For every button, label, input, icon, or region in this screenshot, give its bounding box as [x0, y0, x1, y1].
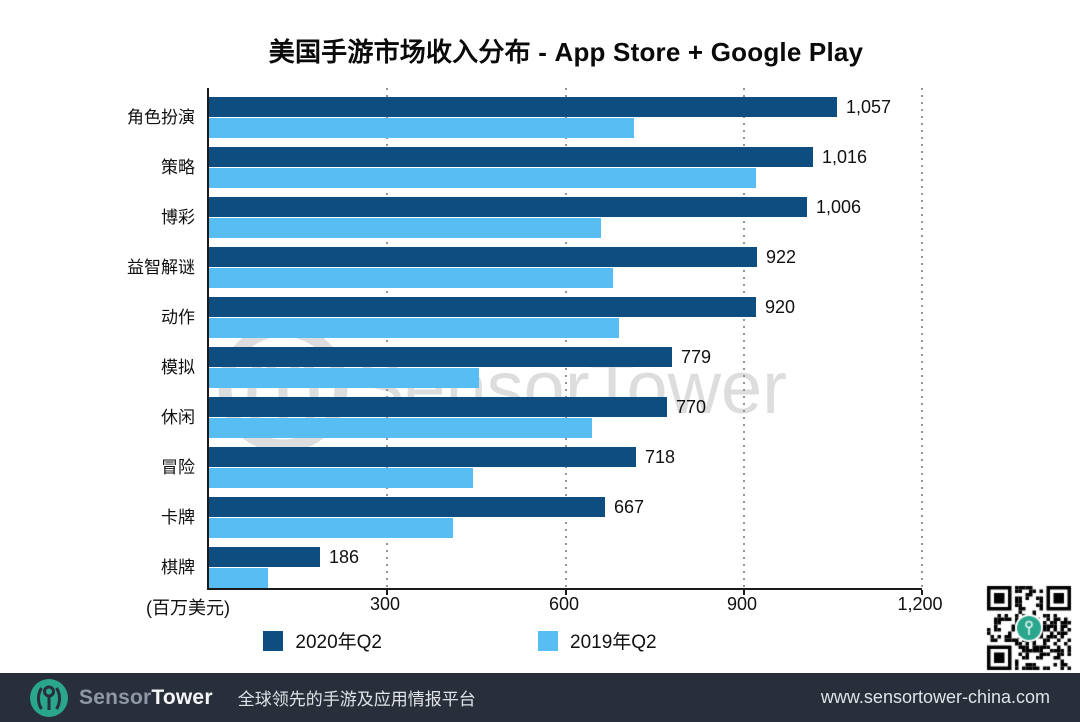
category-label: 棋牌	[161, 558, 195, 577]
bar-2020q2	[209, 447, 636, 467]
bar-2020q2	[209, 497, 605, 517]
bar-value-label: 1,057	[846, 97, 892, 117]
category-label: 休闲	[161, 408, 195, 427]
bar-2019q2	[209, 418, 592, 438]
bar-2020q2	[209, 547, 320, 567]
x-tick-label: 900	[726, 594, 758, 614]
axis-tick	[565, 590, 567, 595]
x-tick-label: 600	[548, 594, 580, 614]
chart-title: 美国手游市场收入分布 - App Store + Google Play	[268, 37, 864, 67]
brand-sensor: Sensor	[79, 685, 152, 709]
bar-value-label: 1,016	[822, 147, 868, 167]
bar-2020q2	[209, 397, 667, 417]
qr-code	[985, 584, 1073, 672]
bar-2019q2	[209, 368, 479, 388]
footer-url: www.sensortower-china.com	[820, 687, 1050, 707]
bar-2019q2	[209, 218, 601, 238]
bar-2019q2	[209, 118, 634, 138]
bar-value-label: 920	[765, 297, 796, 317]
legend-swatch-2020q2	[263, 630, 284, 651]
category-label: 博彩	[161, 208, 195, 227]
bar-2019q2	[209, 468, 473, 488]
legend-item-2019q2: 2019年Q2	[538, 627, 657, 654]
x-tick-label: 300	[369, 594, 401, 614]
bar-value-label: 922	[766, 247, 797, 267]
category-label: 模拟	[161, 358, 195, 377]
bar-2019q2	[209, 268, 613, 288]
category-label: 策略	[161, 158, 195, 177]
footer-tagline: 全球领先的手游及应用情报平台	[237, 690, 476, 709]
legend-swatch-2019q2	[538, 630, 558, 651]
brand-tower: Tower	[151, 685, 213, 709]
gridline	[565, 88, 567, 588]
bar-2020q2	[209, 297, 756, 317]
bar-value-label: 1,006	[816, 197, 862, 217]
category-label: 冒险	[161, 458, 195, 477]
bar-value-label: 718	[645, 447, 676, 467]
bar-2020q2	[209, 197, 807, 217]
bar-2019q2	[209, 318, 619, 338]
bar-value-label: 779	[681, 347, 712, 367]
legend-label-2020q2: 2020年Q2	[295, 632, 382, 653]
gridline	[386, 88, 388, 588]
gridline	[743, 88, 745, 588]
legend-label-2019q2: 2019年Q2	[570, 632, 657, 653]
footer-bar: SensorTower 全球领先的手游及应用情报平台 www.sensortow…	[0, 673, 1080, 722]
category-label: 益智解谜	[127, 258, 195, 277]
bar-2020q2	[209, 347, 672, 367]
x-axis-unit-label: (百万美元)	[146, 598, 230, 618]
bar-2020q2	[209, 247, 757, 267]
category-label: 动作	[161, 308, 195, 327]
bar-2019q2	[209, 518, 453, 538]
bar-2019q2	[209, 168, 756, 188]
sensortower-logo-icon	[30, 678, 68, 717]
axis-tick	[921, 590, 923, 595]
axis-tick	[743, 590, 745, 595]
category-label: 卡牌	[161, 508, 195, 527]
footer-brand-group: SensorTower 全球领先的手游及应用情报平台	[30, 678, 476, 717]
x-tick-label: 1,200	[897, 594, 943, 614]
bar-value-label: 770	[676, 397, 707, 417]
category-label: 角色扮演	[127, 108, 195, 127]
plot-area: 1,057 1,016 1,006 922 920 779 770 718 667 186	[207, 88, 923, 595]
legend-item-2020q2: 2020年Q2	[263, 627, 382, 654]
bar-2019q2	[209, 568, 268, 588]
axis-tick	[386, 590, 388, 595]
footer-brand-text: SensorTower	[79, 686, 213, 710]
bar-value-label: 186	[329, 547, 360, 567]
gridline	[921, 88, 923, 588]
legend: 2020年Q2 2019年Q2	[0, 627, 920, 654]
bar-2020q2	[209, 97, 837, 117]
bar-value-label: 667	[614, 497, 645, 517]
bar-2020q2	[209, 147, 813, 167]
